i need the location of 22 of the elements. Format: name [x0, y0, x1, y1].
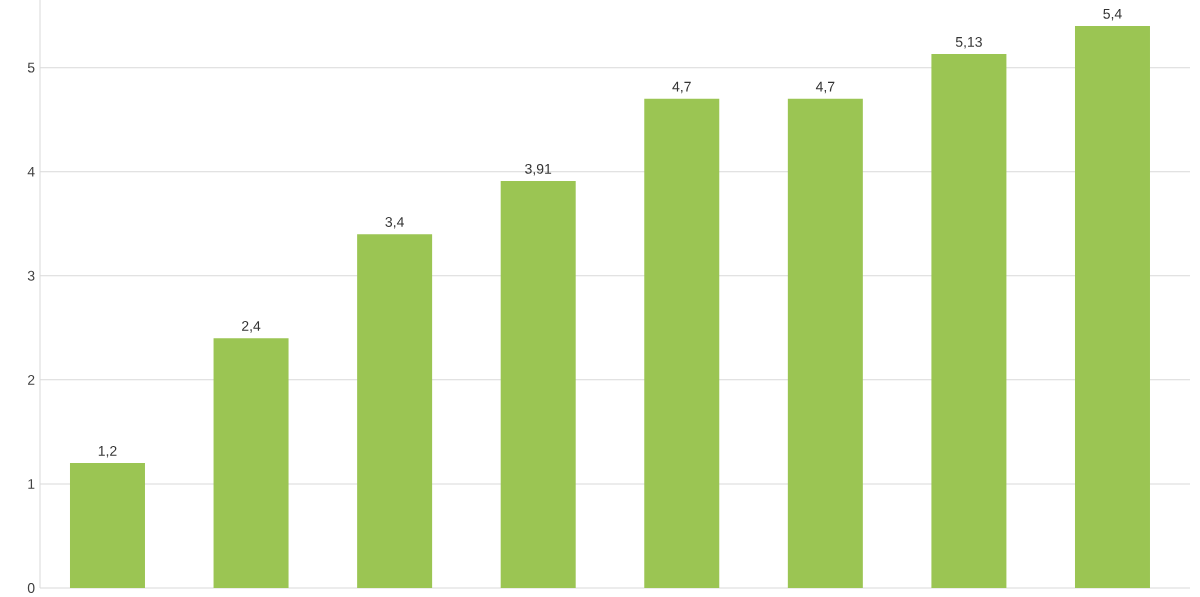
data-label: 3,4 — [385, 217, 404, 229]
y-tick-label: 5 — [27, 62, 35, 73]
bar — [500, 181, 576, 588]
y-tick-label: 3 — [27, 270, 35, 281]
bar — [357, 234, 433, 588]
bar — [787, 98, 863, 588]
data-label: 1,2 — [98, 445, 117, 458]
data-label: 2,4 — [242, 321, 261, 333]
data-label: 5,4 — [1103, 9, 1122, 21]
y-tick-label: 1 — [28, 479, 35, 489]
bar — [1074, 26, 1150, 588]
bar — [644, 98, 720, 588]
bar — [931, 54, 1007, 588]
bar — [213, 338, 289, 588]
y-tick-label: 2 — [27, 374, 35, 385]
data-label: 5,13 — [955, 36, 982, 49]
data-label: 4,7 — [672, 81, 691, 94]
bar — [69, 463, 145, 588]
y-tick-label: 0 — [27, 583, 35, 593]
data-label: 3,91 — [525, 163, 552, 176]
y-tick-label: 4 — [27, 166, 35, 177]
data-label: 4,7 — [815, 81, 835, 94]
